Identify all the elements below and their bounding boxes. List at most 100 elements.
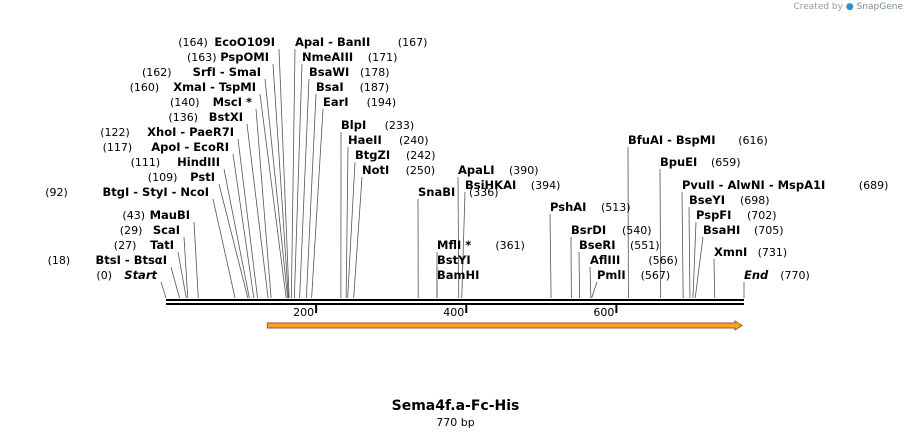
site-eari[interactable]: EarI (194) xyxy=(323,95,396,109)
site-maubi[interactable]: MauBI (43) xyxy=(122,208,190,222)
site-bsahi[interactable]: BsaHI (705) xyxy=(703,223,784,237)
site-end[interactable]: End (770) xyxy=(744,268,810,282)
site-nmeaiii[interactable]: NmeAIII (171) xyxy=(302,50,397,64)
site-bstyi[interactable]: BstYI xyxy=(437,253,471,267)
site-apoi-ecori[interactable]: ApoI - EcoRI (117) xyxy=(103,140,229,154)
site-xmai-tspmi[interactable]: XmaI - TspMI (160) xyxy=(130,80,256,94)
enzyme-name-bseri: BseRI xyxy=(579,238,616,252)
site-tati[interactable]: TatI (27) xyxy=(114,238,174,252)
site-bseyi[interactable]: BseYI (698) xyxy=(689,193,770,207)
site-afliii[interactable]: AflIII (566) xyxy=(590,253,678,267)
enzyme-pos-bsahi: (705) xyxy=(754,224,784,237)
site-noti[interactable]: NotI (250) xyxy=(362,163,435,177)
site-xhoi-paer7i[interactable]: XhoI - PaeR7I (122) xyxy=(100,125,234,139)
site-pspomi[interactable]: PspOMI(163) xyxy=(187,50,269,64)
site-bstxi[interactable]: BstXI (136) xyxy=(168,110,243,124)
enzyme-name-hindiii: HindIII xyxy=(177,155,220,169)
enzyme-name-bfuai-bspmi: BfuAI - BspMI xyxy=(628,133,715,147)
enzyme-name-apali: ApaLI xyxy=(458,163,495,177)
site-pvuii-alwni-mspa1i[interactable]: PvuII - AlwNI - MspA1I (689) xyxy=(682,178,888,192)
enzyme-pos-hindiii: (111) xyxy=(131,156,161,169)
connector-bpuei xyxy=(659,168,662,299)
site-apai-banii[interactable]: ApaI - BanII (167) xyxy=(295,35,427,49)
enzyme-pos-noti: (250) xyxy=(406,164,436,177)
snapgene-logo-icon: ● xyxy=(845,2,854,12)
site-ecoo109i[interactable]: EcoO109I (164) xyxy=(178,35,275,49)
site-blpi[interactable]: BlpI (233) xyxy=(341,118,414,132)
site-msci-star[interactable]: MscI * (140) xyxy=(170,95,252,109)
connector-ecoo109i xyxy=(278,48,290,299)
site-btsi-bts-i[interactable]: BtsI - BtsαI (18) xyxy=(48,253,167,267)
site-bsrdi[interactable]: BsrDI (540) xyxy=(571,223,652,237)
enzyme-name-srfi-smai: SrfI - SmaI xyxy=(193,65,261,79)
ruler-tick-label-200: 200 xyxy=(293,306,314,319)
site-start[interactable]: Start (0) xyxy=(96,268,157,282)
connector-pspfi xyxy=(692,221,697,299)
site-pshai[interactable]: PshAI (513) xyxy=(550,200,631,214)
enzyme-pos-pmli: (567) xyxy=(641,269,671,282)
site-bsawi[interactable]: BsaWI (178) xyxy=(309,65,390,79)
connector-bseri xyxy=(578,251,581,299)
enzyme-pos-apoi-ecori: (117) xyxy=(103,141,133,154)
enzyme-name-bamhi: BamHI xyxy=(437,268,479,282)
site-bfuai-bspmi[interactable]: BfuAI - BspMI (616) xyxy=(628,133,768,147)
site-btgi-styi-ncoi[interactable]: BtgI - StyI - NcoI (92) xyxy=(45,185,209,199)
enzyme-name-pspomi: PspOMI xyxy=(220,50,269,64)
site-mfli-star[interactable]: MflI * (361) xyxy=(437,238,525,252)
enzyme-pos-haeii: (240) xyxy=(399,134,429,147)
site-scai[interactable]: ScaI (29) xyxy=(120,223,180,237)
site-bamhi[interactable]: BamHI xyxy=(437,268,479,282)
site-bpuei[interactable]: BpuEI (659) xyxy=(660,155,741,169)
connector-apai-banii xyxy=(290,48,296,299)
enzyme-pos-pvuii-alwni-mspa1i: (689) xyxy=(859,179,889,192)
enzyme-pos-pspomi: (163) xyxy=(187,51,217,64)
connector-pvuii-alwni-mspa1i xyxy=(681,191,684,299)
enzyme-name-btgzi: BtgZI xyxy=(355,148,390,162)
enzyme-name-btsi-bts-i: BtsI - BtsαI xyxy=(96,253,167,267)
enzyme-name-btgi-styi-ncoi: BtgI - StyI - NcoI xyxy=(102,185,209,199)
construct-length: 770 bp xyxy=(436,416,475,429)
enzyme-name-blpi: BlpI xyxy=(341,118,366,132)
enzyme-name-end: End xyxy=(744,268,769,282)
site-hindiii[interactable]: HindIII (111) xyxy=(131,155,220,169)
snapgene-credit: Created by ● SnapGene xyxy=(793,2,903,12)
enzyme-name-tati: TatI xyxy=(150,238,174,252)
site-pspfi[interactable]: PspFI (702) xyxy=(696,208,777,222)
enzyme-pos-xmai-tspmi: (160) xyxy=(130,81,160,94)
connector-maubi xyxy=(193,221,199,299)
enzyme-name-apai-banii: ApaI - BanII xyxy=(295,35,370,49)
enzyme-pos-pshai: (513) xyxy=(601,201,631,214)
enzyme-pos-btgi-styi-ncoi: (92) xyxy=(45,186,68,199)
site-snabi[interactable]: SnaBI (336) xyxy=(418,185,499,199)
site-xmni[interactable]: XmnI (731) xyxy=(714,245,787,259)
enzyme-name-apoi-ecori: ApoI - EcoRI xyxy=(151,140,229,154)
enzyme-pos-xhoi-paer7i: (122) xyxy=(100,126,130,139)
site-apali[interactable]: ApaLI (390) xyxy=(458,163,539,177)
site-haeii[interactable]: HaeII (240) xyxy=(348,133,429,147)
enzyme-name-scai: ScaI xyxy=(153,223,180,237)
enzyme-pos-btgzi: (242) xyxy=(406,149,436,162)
enzyme-name-bsihkai: BsiHKAI xyxy=(465,178,516,192)
site-srfi-smai[interactable]: SrfI - SmaI (162) xyxy=(142,65,261,79)
connector-pspomi xyxy=(272,63,289,299)
enzyme-name-snabi: SnaBI xyxy=(418,185,455,199)
enzyme-name-bsahi: BsaHI xyxy=(703,223,740,237)
connector-apoi-ecori xyxy=(232,153,255,299)
enzyme-name-ecoo109i: EcoO109I xyxy=(214,35,275,49)
connector-eari xyxy=(311,108,324,299)
site-psti[interactable]: PstI (109) xyxy=(148,170,215,184)
site-bseri[interactable]: BseRI (551) xyxy=(579,238,660,252)
site-bsihkai[interactable]: BsiHKAI (394) xyxy=(465,178,560,192)
site-btgzi[interactable]: BtgZI (242) xyxy=(355,148,436,162)
feature-forward-arrow[interactable] xyxy=(266,320,743,331)
site-pmli[interactable]: PmlI (567) xyxy=(597,268,670,282)
connector-start xyxy=(160,281,167,299)
connector-bseyi xyxy=(688,206,691,299)
enzyme-name-msci-star: MscI * xyxy=(213,95,252,109)
enzyme-name-bstxi: BstXI xyxy=(209,110,243,124)
ruler-tick-label-400: 400 xyxy=(443,306,464,319)
enzyme-pos-bsrdi: (540) xyxy=(622,224,652,237)
enzyme-name-pshai: PshAI xyxy=(550,200,586,214)
enzyme-name-bstyi: BstYI xyxy=(437,253,471,267)
site-bsai[interactable]: BsaI (187) xyxy=(316,80,389,94)
